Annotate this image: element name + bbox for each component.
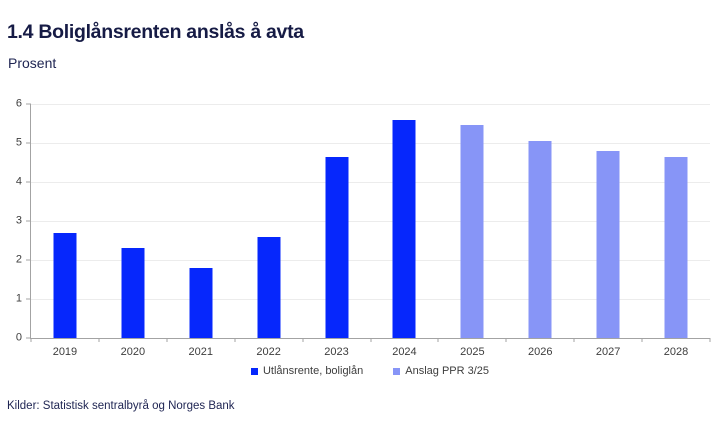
source-note: Kilder: Statistisk sentralbyrå og Norges… <box>7 400 235 412</box>
gridline <box>31 142 710 144</box>
legend-label: Anslag PPR 3/25 <box>405 365 490 377</box>
gridline <box>31 221 710 222</box>
y-axis-label: 3 <box>15 214 22 227</box>
bar <box>53 232 77 338</box>
x-axis-label: 2019 <box>52 346 78 358</box>
y-axis-label: 1 <box>15 292 22 305</box>
y-axis-tick <box>26 298 31 300</box>
legend-item: Anslag PPR 3/25 <box>393 365 489 377</box>
bar <box>528 141 552 338</box>
y-axis-tick <box>26 220 31 222</box>
gridline <box>31 259 710 261</box>
x-axis-label: 2026 <box>528 346 553 358</box>
bar <box>121 248 145 338</box>
x-axis-tick <box>641 338 643 342</box>
bar <box>392 119 416 338</box>
x-axis-tick <box>370 338 371 342</box>
y-axis-tick <box>26 103 31 105</box>
bar <box>596 150 620 338</box>
y-axis-tick <box>26 259 31 261</box>
y-axis-label: 0 <box>15 331 22 344</box>
x-axis-label: 2020 <box>120 346 146 358</box>
x-axis-label: 2024 <box>392 346 417 358</box>
legend-label: Utlånsrente, boliglån <box>262 365 364 377</box>
x-axis-tick <box>30 338 32 342</box>
x-axis-label: 2028 <box>663 346 689 358</box>
x-axis-tick <box>98 338 100 342</box>
chart-subtitle: Prosent <box>8 55 57 71</box>
plot-area: 0 1 2 3 4 5 6 2019 2020 2021 2022 2023 2024 2025 2026 2… <box>16 98 711 358</box>
x-axis-label: 2025 <box>460 346 485 358</box>
x-axis-tick <box>437 338 439 342</box>
x-axis-tick <box>302 338 304 342</box>
x-axis-tick <box>709 338 711 342</box>
gridline <box>31 181 710 183</box>
x-axis-label: 2021 <box>188 346 213 358</box>
gridline <box>31 104 710 105</box>
x-axis-tick <box>166 338 168 342</box>
y-axis-tick <box>26 142 31 144</box>
legend-swatch <box>250 367 258 375</box>
x-axis-label: 2027 <box>595 346 621 358</box>
x-axis-tick <box>573 338 575 342</box>
bar <box>664 156 688 338</box>
y-axis-tick <box>26 337 31 339</box>
y-axis-label: 2 <box>15 253 22 266</box>
bar <box>257 236 281 338</box>
chart-legend: Utlånsrente, boliglån Anslag PPR 3/25 <box>30 365 710 377</box>
gridline <box>31 299 710 300</box>
legend-swatch <box>393 367 401 375</box>
bar <box>189 267 213 338</box>
bar <box>325 156 349 338</box>
x-axis-tick <box>505 338 507 342</box>
y-axis-tick <box>26 181 31 183</box>
y-axis-label: 6 <box>15 97 22 110</box>
bar <box>460 125 484 338</box>
legend-item: Utlånsrente, boliglån <box>250 365 364 377</box>
x-axis-tick <box>234 338 236 342</box>
y-axis-label: 5 <box>15 136 22 149</box>
chart-title: 1.4 Boliglånsrenten anslås å avta <box>7 21 304 43</box>
y-axis-label: 4 <box>15 175 22 188</box>
x-axis-label: 2023 <box>324 346 349 358</box>
x-axis-label: 2022 <box>256 346 281 358</box>
